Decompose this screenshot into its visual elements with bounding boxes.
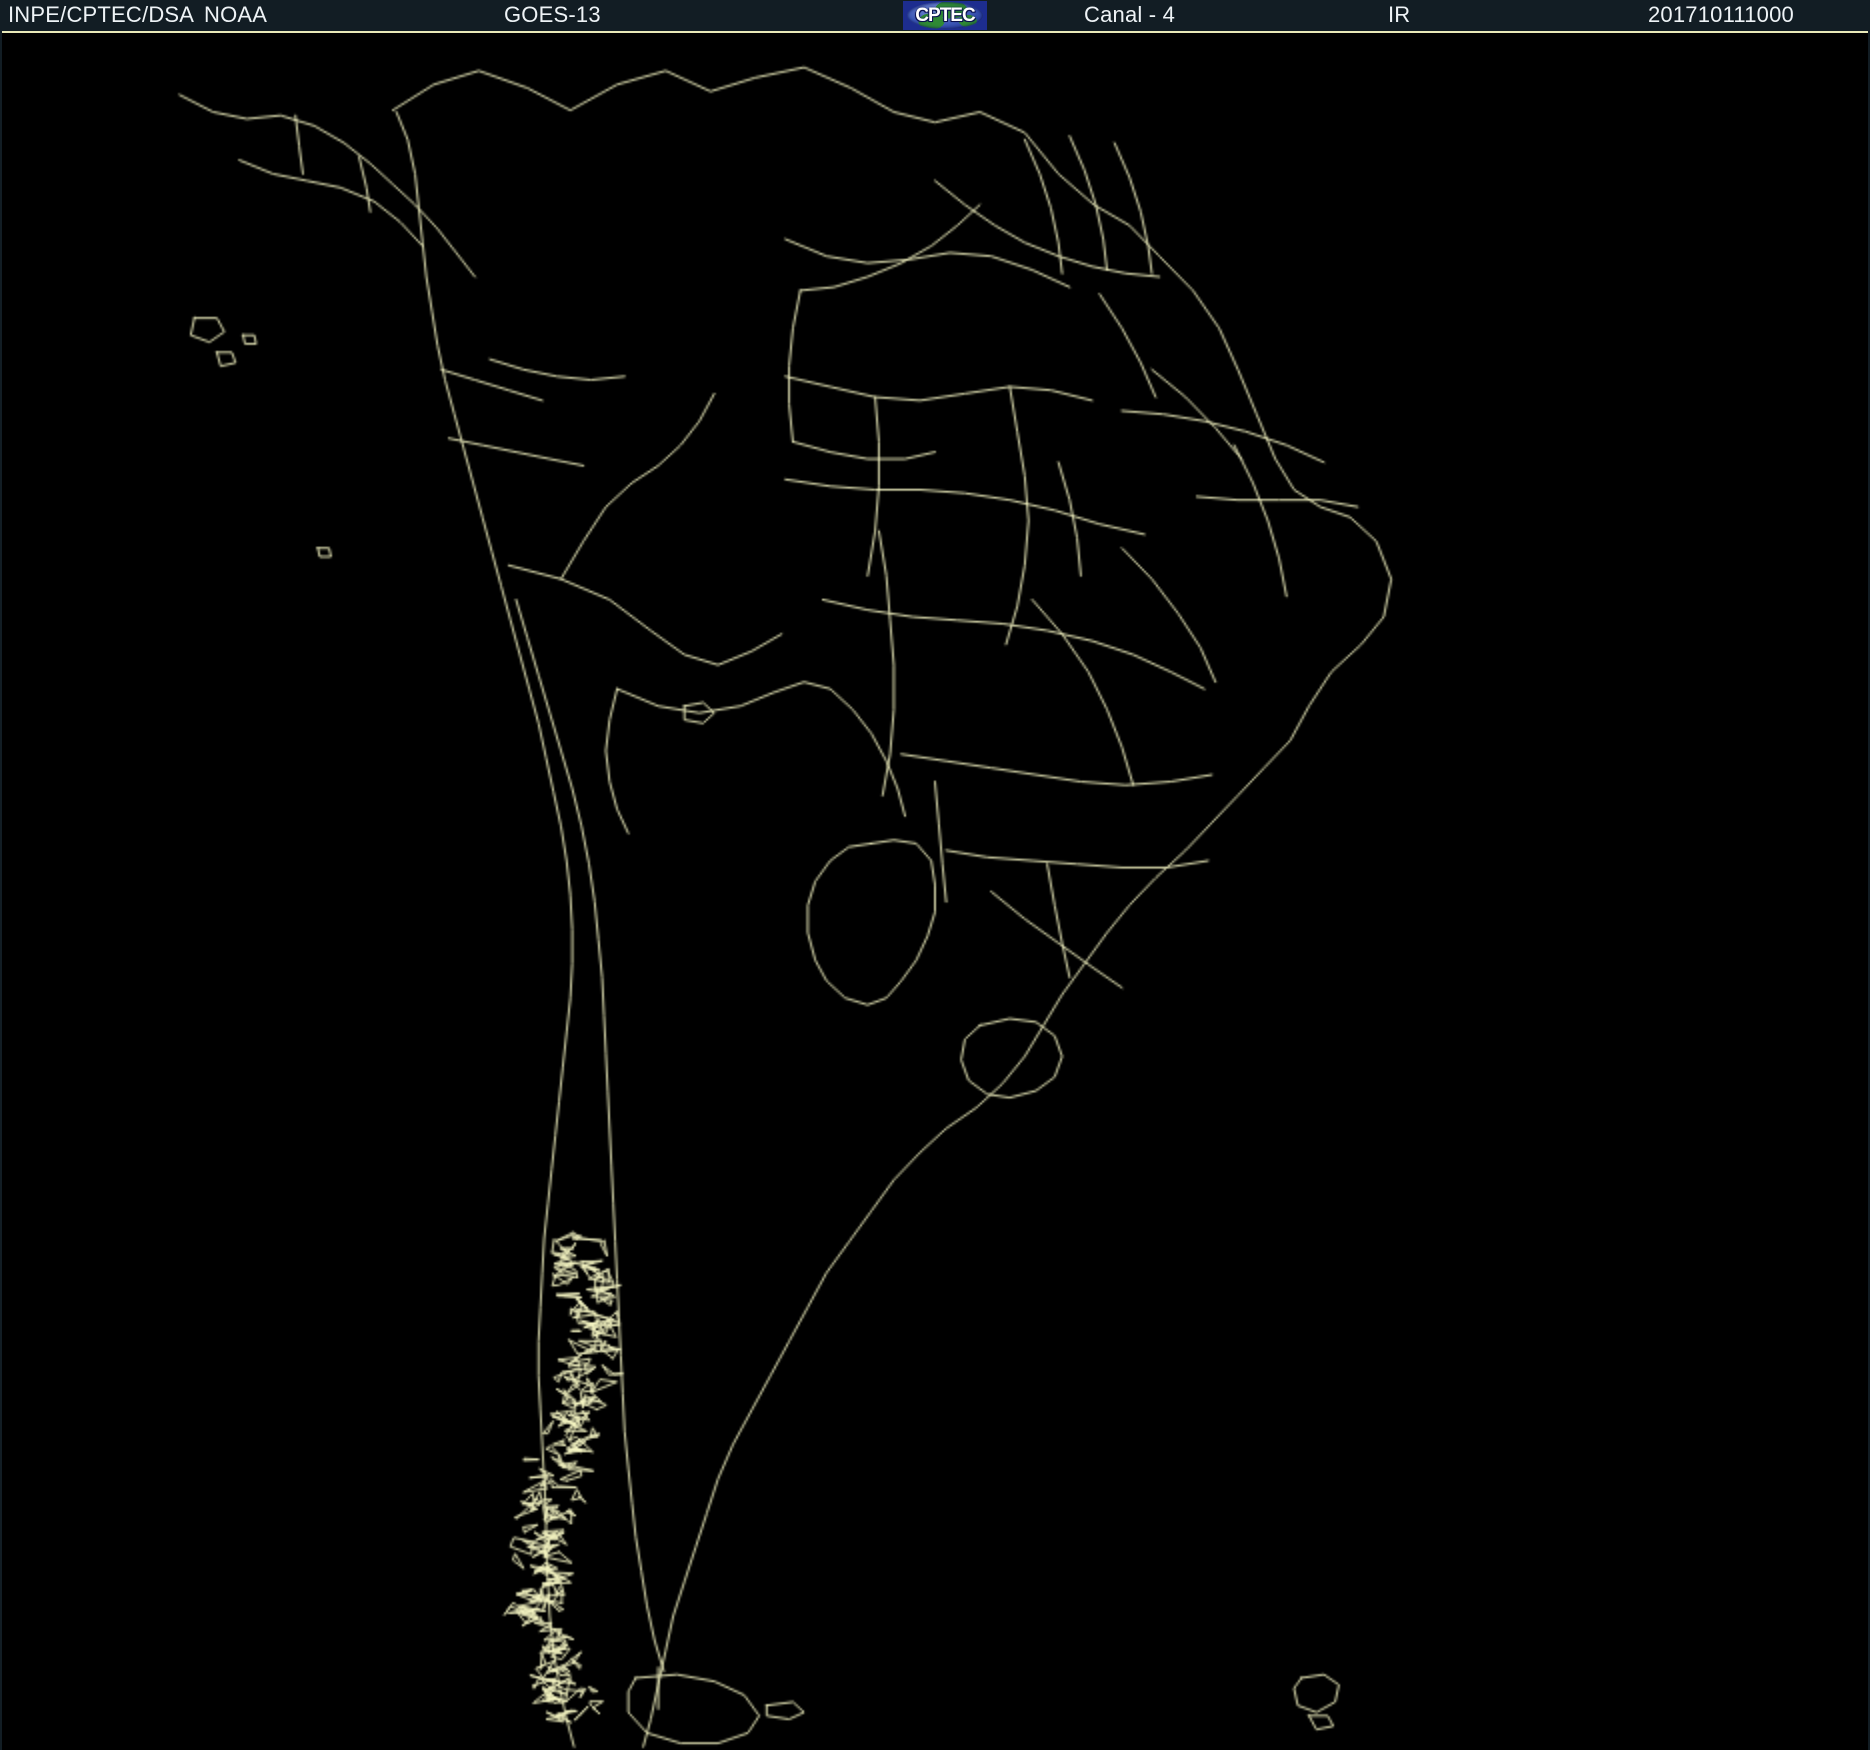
- globe-icon: [907, 2, 983, 29]
- band-label: IR: [1388, 2, 1411, 27]
- satellite-image: [0, 33, 1870, 1750]
- cptec-logo-text: CPTEC: [915, 5, 975, 26]
- channel-label: Canal - 4: [1084, 2, 1176, 27]
- frame-left-edge: [0, 0, 2, 1750]
- satellite-label: GOES-13: [504, 2, 601, 27]
- header-divider: [0, 31, 1870, 33]
- satellite-image-canvas: [0, 33, 1870, 1750]
- institution-label: INPE/CPTEC/DSA: [8, 2, 195, 27]
- image-header-bar: INPE/CPTEC/DSA NOAA GOES-13 CPTEC Canal …: [0, 0, 1870, 31]
- frame-right-edge: [1868, 0, 1870, 1750]
- cptec-logo: CPTEC: [903, 1, 987, 30]
- timestamp-label: 201710111000: [1648, 2, 1794, 27]
- agency-label: NOAA: [204, 2, 268, 27]
